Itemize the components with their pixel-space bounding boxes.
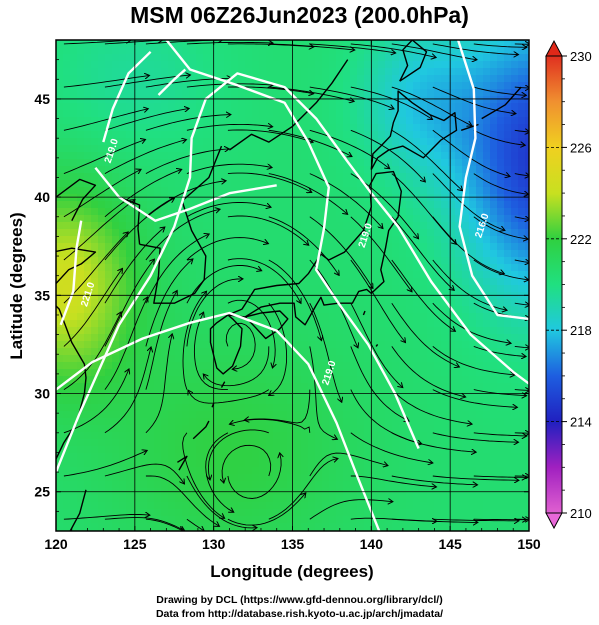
chart-title: MSM 06Z26Jun2023 (200.0hPa)	[130, 2, 469, 28]
streamlines	[63, 40, 529, 531]
y-tick-label: 40	[34, 189, 50, 205]
colorbar-max-triangle	[545, 39, 563, 57]
x-tick-label: 145	[438, 536, 462, 552]
x-tick-label: 130	[202, 536, 226, 552]
y-axis-label: Latitude (degrees)	[7, 212, 26, 359]
temperature-contours	[56, 40, 529, 531]
x-tick-label: 135	[281, 536, 305, 552]
drawing-credit: Drawing by DCL (https://www.gfd-dennou.o…	[156, 594, 443, 606]
colorbar-ticks: 230 226 222 218 214 210	[546, 49, 592, 521]
axes: 120 125 130 135 140 145 150 25 30 35 40 45	[34, 40, 541, 552]
data-credit: Data from http://database.rish.kyoto-u.a…	[155, 608, 444, 620]
colorbar: 230 226 222 218 214 210	[545, 39, 592, 530]
y-tick-label: 45	[34, 91, 50, 107]
colorbar-tick-label: 230	[570, 49, 592, 64]
colorbar-tick-label: 214	[570, 415, 592, 430]
colorbar-tick-label: 226	[570, 140, 592, 155]
x-tick-label: 120	[44, 536, 68, 552]
colorbar-tick-label: 210	[570, 506, 592, 521]
y-tick-label: 35	[34, 287, 50, 303]
x-axis-label: Longitude (degrees)	[210, 562, 373, 581]
y-tick-label: 25	[34, 484, 50, 500]
x-tick-label: 125	[123, 536, 147, 552]
y-tick-label: 30	[34, 386, 50, 402]
colorbar-body	[545, 55, 563, 514]
colorbar-tick-label: 222	[570, 232, 592, 247]
x-tick-label: 140	[360, 536, 384, 552]
temperature-field	[56, 40, 529, 531]
x-tick-label: 150	[517, 536, 541, 552]
plot-area	[56, 40, 529, 531]
colorbar-tick-label: 218	[570, 323, 592, 338]
colorbar-min-triangle	[545, 512, 563, 530]
lat-lon-grid	[56, 40, 529, 531]
